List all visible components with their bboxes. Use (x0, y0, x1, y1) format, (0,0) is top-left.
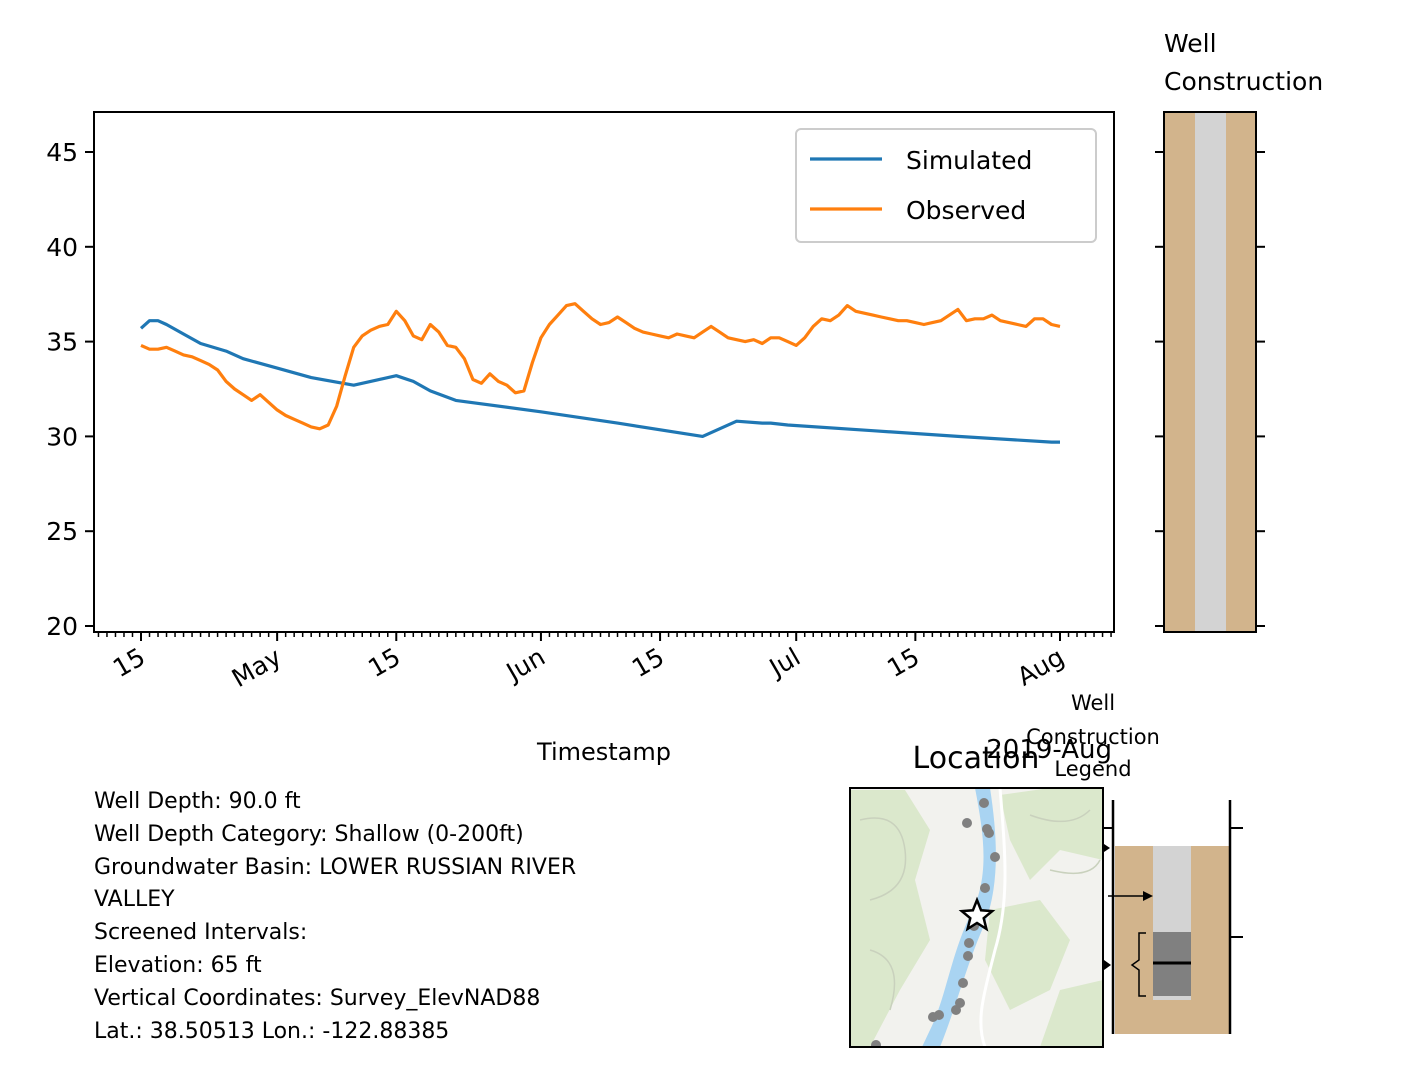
map-well-point (964, 938, 974, 948)
map-well-point (990, 852, 1000, 862)
well-panel-frame (1163, 111, 1257, 633)
x-axis-label: Timestamp (536, 738, 671, 766)
legend-panel-title-line2: Construction (1026, 725, 1160, 749)
map-road (979, 788, 1007, 1047)
x-tick-label: 15 (363, 642, 405, 683)
well-panel-title-line2: Construction (1164, 67, 1323, 96)
info-line: Well Depth: 90.0 ft (94, 789, 301, 814)
map-well-point (928, 1012, 938, 1022)
info-line: Screened Intervals: (94, 920, 308, 946)
map-well-point (963, 951, 973, 961)
location-map-frame (849, 787, 1104, 1048)
legend[interactable]: Simulated Observed (795, 128, 1097, 243)
map-well-point (871, 1040, 881, 1047)
info-line: Vertical Coordinates: Survey_ElevNAD88 (94, 985, 541, 1011)
info-line: Groundwater Basin: LOWER RUSSIAN RIVER (94, 854, 577, 880)
map-well-point (951, 1005, 961, 1015)
y-axis: 20 25 30 35 40 45 (46, 138, 94, 641)
arrow-head-icon (1104, 844, 1110, 852)
y-tick-label: 40 (46, 233, 78, 262)
plot-frame (93, 111, 1115, 633)
arrow-head-icon (1143, 891, 1153, 901)
x-tick-label: May (227, 642, 286, 693)
series-line-simulated (139, 319, 1060, 444)
map-well-point (980, 883, 990, 893)
x-offset-label: 2019-Aug (986, 735, 1112, 765)
x-tick-label: Jul (763, 642, 805, 683)
well-construction-legend-panel: Well Construction Legend (1026, 691, 1243, 1034)
well-bore (1195, 113, 1226, 631)
y-tick-label: 45 (46, 138, 78, 167)
x-tick-label: 15 (882, 642, 924, 683)
location-map (850, 788, 1103, 1047)
map-contour-lines (859, 809, 1101, 1011)
map-well-point (958, 978, 968, 988)
x-tick-label: Aug (1012, 642, 1069, 692)
info-line: Lat.: 38.50513 Lon.: -122.88385 (94, 1018, 450, 1044)
series-line-observed (140, 302, 1061, 431)
x-tick-label: 15 (627, 642, 669, 683)
arrow-head-icon (1104, 960, 1111, 970)
x-tick-label: Jun (500, 642, 550, 688)
legend-label-simulated: Simulated (906, 146, 1032, 175)
legend-frame (795, 128, 1097, 243)
y-tick-label: 35 (46, 328, 78, 357)
location-map-panel: Location (849, 741, 1104, 1048)
y-tick-label: 30 (46, 422, 78, 451)
legend-panel-title-line3: Legend (1054, 757, 1131, 781)
y-tick-label: 20 (46, 612, 78, 641)
y-tick-label: 25 (46, 517, 78, 546)
map-well-point (979, 798, 989, 808)
map-well-point (984, 828, 994, 838)
location-title: Location (913, 741, 1040, 776)
x-tick-label: 15 (108, 642, 150, 683)
legend-screen-brace (1130, 932, 1146, 997)
timeseries-chart: 20 25 30 35 40 45 15 May 15 Jun 15 Jul 15 Aug Timest… (46, 111, 1115, 766)
info-line: Well Depth Category: Shallow (0-200ft) (94, 821, 524, 847)
x-axis: 15 May 15 Jun 15 Jul 15 Aug (97, 632, 1112, 693)
map-vegetation (850, 790, 930, 1047)
map-vegetation (1000, 788, 1103, 880)
well-panel-title-line1: Well (1164, 29, 1217, 58)
map-vegetation (985, 900, 1070, 1010)
legend-panel-title-line1: Well (1071, 691, 1115, 715)
well-construction-panel: Well Construction (1155, 29, 1323, 633)
legend-label-observed: Observed (906, 196, 1026, 225)
info-line: Elevation: 65 ft (94, 952, 262, 978)
map-well-point (962, 818, 972, 828)
info-line: VALLEY (94, 887, 175, 913)
well-panel-ticks (1155, 151, 1265, 627)
well-info-text: Well Depth: 90.0 ft Well Depth Category: … (94, 786, 576, 1048)
star-icon (958, 896, 996, 932)
map-vegetation (1040, 980, 1103, 1047)
